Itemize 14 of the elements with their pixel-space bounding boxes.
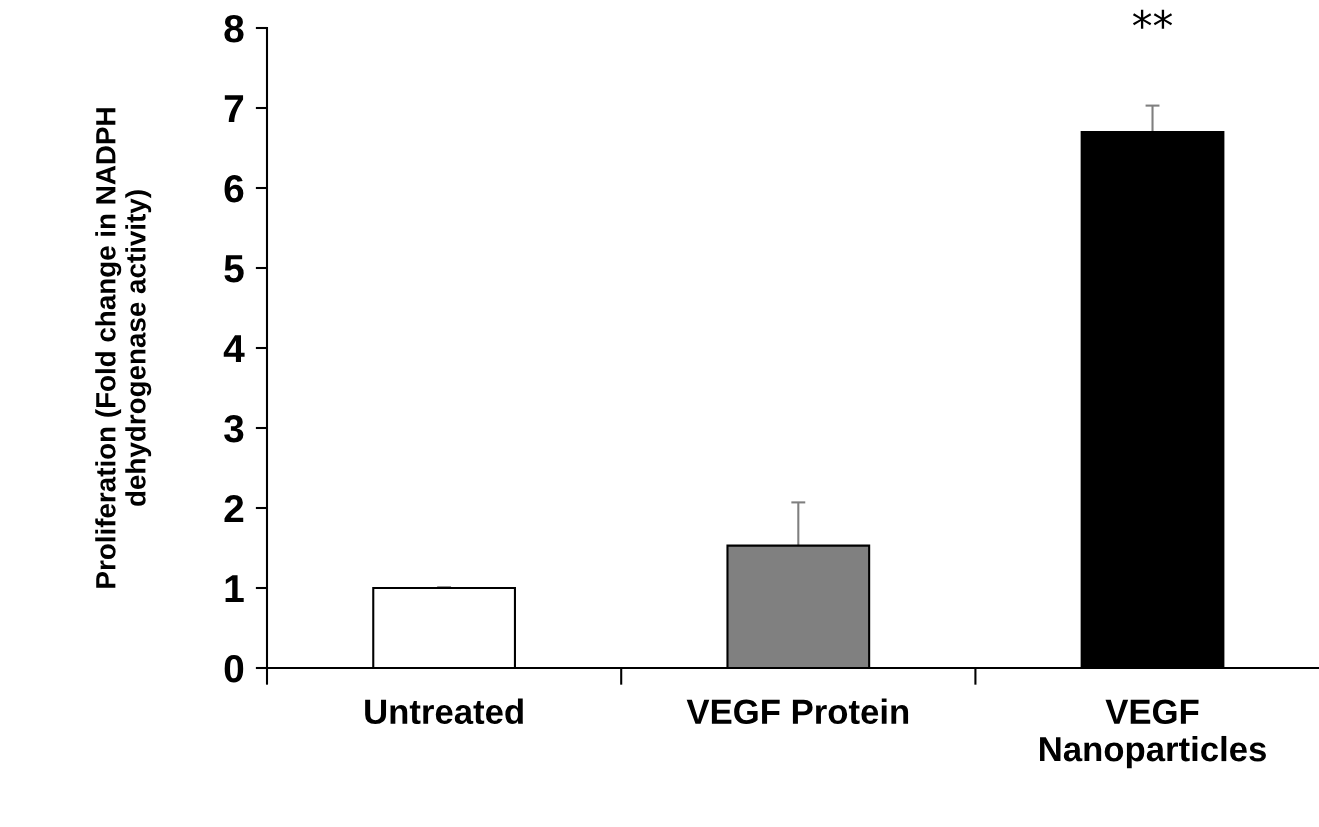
annotation: **	[1132, 9, 1173, 29]
y-axis-title: Proliferation (Fold change in NADPH dehydrogenase activity)	[95, 108, 152, 588]
y-tick-label: 2	[224, 494, 244, 523]
y-tick-label: 8	[224, 14, 244, 43]
y-tick-label: 1	[225, 575, 244, 603]
y-tick-label: 5	[224, 255, 244, 283]
y-tick-label: 7	[224, 95, 244, 123]
x-tick-label: Untreated	[365, 698, 523, 725]
y-tick-label: 4	[223, 335, 245, 363]
x-tick-label: VEGF Protein	[686, 698, 909, 725]
y-tick-label: 3	[224, 414, 244, 443]
x-tick-label: VEGF Nanoparticles	[1040, 699, 1266, 769]
y-tick-label: 0	[224, 654, 244, 683]
y-tick-label: 6	[224, 174, 244, 203]
